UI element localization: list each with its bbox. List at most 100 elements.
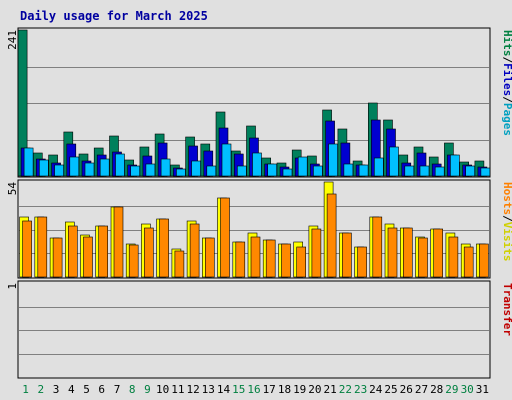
y-max-label: 1 [6, 283, 19, 290]
bar-hosts [174, 250, 185, 278]
bar-pages [176, 168, 186, 177]
bar-hosts [22, 220, 32, 278]
bar-hosts [37, 216, 48, 278]
bar-pages [373, 157, 384, 177]
day-label: 16 [247, 383, 260, 396]
bar-hosts [128, 244, 139, 278]
side-label-part: Visits [501, 222, 512, 262]
chart-title: Daily usage for March 2025 [20, 9, 208, 23]
bar-pages [54, 164, 64, 177]
bar-pages [160, 158, 171, 177]
day-label: 12 [186, 383, 199, 396]
side-label-part: / [501, 96, 512, 103]
bar-pages [450, 154, 460, 177]
bar-hosts [372, 216, 383, 278]
day-label: 19 [293, 383, 306, 396]
side-label-part: / [501, 57, 512, 64]
bar-hosts [52, 237, 63, 278]
bar-pages [297, 156, 308, 177]
day-label: 21 [323, 383, 336, 396]
day-label: 26 [400, 383, 413, 396]
bar-pages [206, 165, 217, 177]
bar-pages [69, 156, 80, 177]
side-label-part: / [501, 215, 512, 222]
day-label: 6 [98, 383, 105, 396]
day-label: 24 [369, 383, 383, 396]
panel-visits: 54 Hosts/Visits [6, 179, 512, 279]
bar-hosts [189, 223, 200, 278]
bar-pages [23, 147, 34, 177]
bar-hosts [463, 246, 474, 278]
bar-pages [465, 165, 476, 177]
bar-pages [389, 146, 399, 177]
day-label: 23 [354, 383, 367, 396]
bar-hosts [265, 239, 276, 278]
panel-pages: 241 Hits/Files/Pages [6, 27, 512, 178]
chart-panels: 241Hits/Files/Pages54Hosts/Visits1Transf… [6, 27, 512, 379]
bar-hosts [296, 246, 307, 278]
day-label: 8 [129, 383, 136, 396]
bar-pages [343, 163, 354, 177]
day-labels: 1 2 3 4 5 6 7 8 9 10 11 12 13 14 15 16 17 18 19 20 21 22 23 24 2… [22, 383, 489, 396]
bar-hosts [159, 218, 169, 278]
bar-hosts [220, 197, 230, 278]
bar-pages [434, 166, 445, 177]
day-label: 7 [114, 383, 121, 396]
bar-pages [252, 152, 262, 177]
bar-hosts [281, 243, 291, 278]
bar-hosts [402, 227, 413, 278]
bar-hosts [250, 236, 261, 278]
day-label: 2 [37, 383, 44, 396]
bar-hosts [479, 243, 489, 278]
series-side-label: Hosts/Visits [501, 182, 512, 262]
bar-hosts [311, 228, 322, 278]
day-label: 5 [83, 383, 90, 396]
day-label: 13 [202, 383, 215, 396]
bar-pages [145, 163, 156, 177]
bar-pages [282, 168, 293, 177]
bar-pages [237, 165, 247, 177]
bar-hosts [113, 206, 124, 278]
side-label-part: Transfer [501, 283, 512, 336]
day-label: 25 [384, 383, 397, 396]
day-label: 10 [156, 383, 169, 396]
day-label: 1 [22, 383, 29, 396]
bar-pages [130, 165, 140, 177]
panel-frame [17, 280, 491, 379]
day-label: 11 [171, 383, 184, 396]
bar-hosts [205, 237, 215, 278]
bar-pages [84, 162, 95, 177]
bar-pages [419, 165, 430, 177]
y-max-label: 54 [6, 182, 19, 196]
bar-pages [480, 167, 491, 177]
bar-pages [267, 163, 278, 177]
day-label: 3 [53, 383, 60, 396]
series-side-label: Hits/Files/Pages [501, 30, 512, 136]
day-label: 9 [144, 383, 151, 396]
bar-hosts [418, 237, 428, 278]
bar-hosts [83, 236, 93, 278]
day-label: 31 [476, 383, 489, 396]
y-max-label: 241 [6, 30, 19, 50]
day-label: 20 [308, 383, 321, 396]
bar-pages [328, 143, 338, 177]
side-label-part: Files [501, 63, 512, 96]
side-label-part: Hosts [501, 182, 512, 215]
bar-pages [313, 165, 323, 177]
day-label: 30 [461, 383, 474, 396]
day-label: 27 [415, 383, 428, 396]
bar-pages [38, 159, 49, 177]
bar-pages [358, 164, 369, 177]
day-label: 28 [430, 383, 443, 396]
day-label: 17 [263, 383, 276, 396]
bar-hosts [357, 246, 367, 278]
bar-hosts [144, 227, 154, 278]
bar-hosts [342, 232, 352, 278]
day-label: 22 [339, 383, 352, 396]
day-label: 15 [232, 383, 245, 396]
bar-hosts [326, 193, 337, 278]
bar-hosts [448, 236, 459, 278]
bar-hosts [433, 228, 444, 278]
series-side-label: Transfer [501, 283, 512, 336]
